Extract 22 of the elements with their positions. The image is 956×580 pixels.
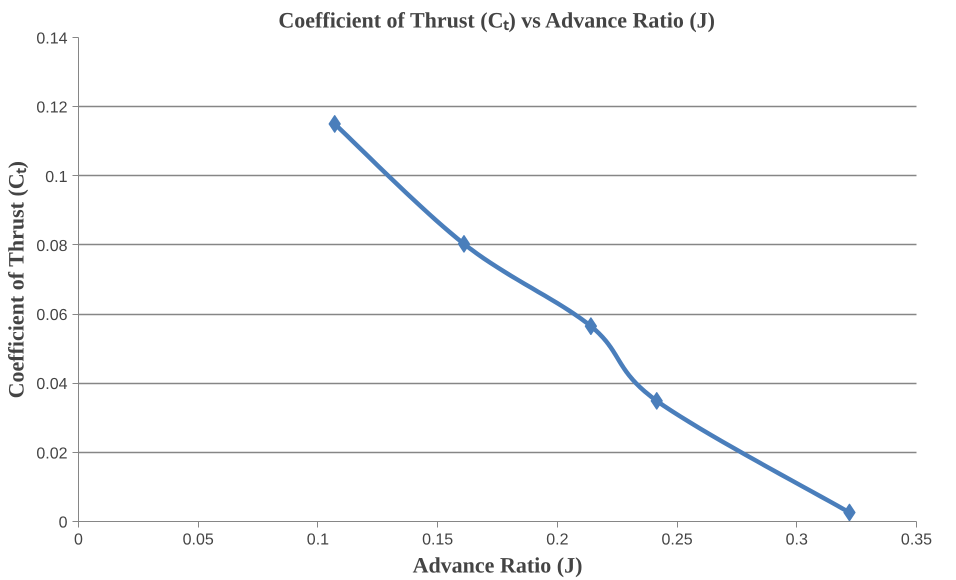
point [584, 317, 598, 336]
chart-title: Coefficient of Thrust (Cₜ) vs Advance Ratio (J) [278, 8, 716, 32]
x-tick-label: 0.2 [546, 532, 569, 548]
x-tick-label: 0.35 [900, 532, 932, 548]
y-tick-label: 0.08 [36, 238, 68, 255]
y-tick-label: 0.12 [36, 100, 68, 117]
point [458, 234, 470, 253]
y-tick-label: 0.14 [36, 30, 68, 48]
x-tick-label: 0.05 [182, 532, 214, 548]
x-tick-label: 0.15 [422, 532, 454, 548]
x-tick-label: 0 [74, 532, 84, 548]
y-tick-label: 0.06 [36, 307, 68, 324]
y-tick-label: 0.1 [45, 168, 68, 186]
point [843, 504, 856, 522]
x-tick-label: 0.1 [306, 532, 330, 548]
x-tick-label: 0.3 [786, 532, 808, 548]
y-tick-label: 0 [58, 514, 68, 532]
x-tick-label: 0.25 [662, 532, 693, 548]
y-tick-label: 0.04 [36, 376, 68, 394]
x-axis-title: Advance Ratio (J) [412, 552, 582, 578]
y-axis-title: Coefficient of Thrust (Cₜ) [3, 161, 28, 398]
y-tick-label: 0.02 [36, 445, 68, 462]
